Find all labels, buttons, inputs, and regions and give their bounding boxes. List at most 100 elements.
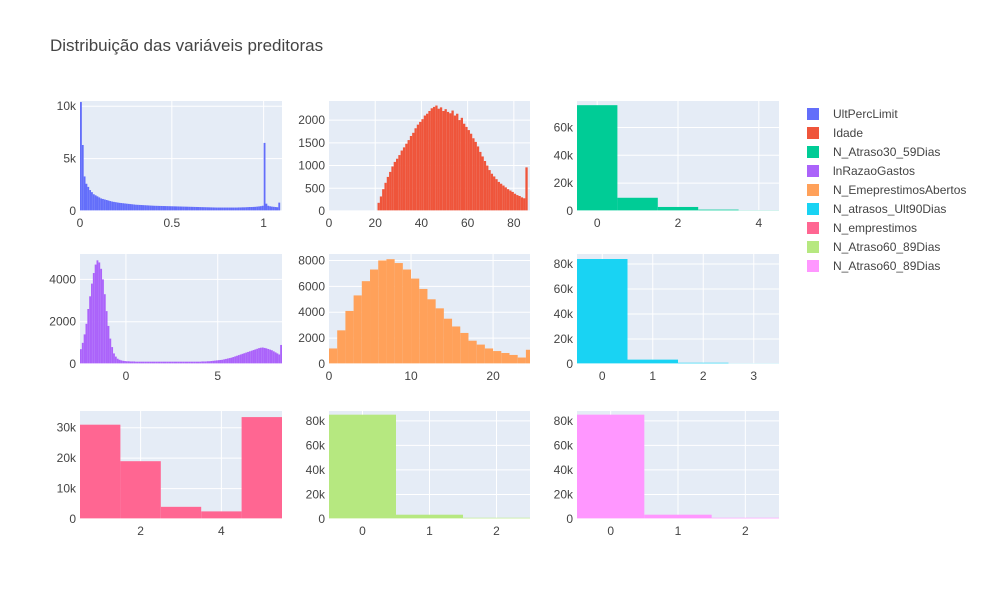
histogram-bar <box>393 161 396 211</box>
legend-label: lnRazaoGastos <box>833 164 915 178</box>
histogram-bar <box>423 115 427 211</box>
legend-label: N_Atraso30_59Dias <box>833 145 940 159</box>
histogram-bar <box>525 167 528 211</box>
y-tick-label: 0 <box>69 357 76 371</box>
y-tick-label: 6000 <box>298 279 325 293</box>
histogram-bar <box>166 206 169 211</box>
legend-item[interactable]: N_Atraso60_89Dias <box>807 259 940 273</box>
legend-item[interactable]: lnRazaoGastos <box>807 164 915 178</box>
histogram-bar <box>135 361 137 364</box>
legend-item[interactable]: N_Atraso60_89Dias <box>807 240 940 254</box>
legend-item[interactable]: N_EmeprestimosAbertos <box>807 183 966 197</box>
histogram-bar <box>379 196 383 211</box>
histogram-bar <box>129 204 132 211</box>
x-tick-label: 0 <box>607 524 614 538</box>
y-tick-label: 0 <box>566 357 573 371</box>
histogram-bar <box>102 198 104 211</box>
histogram-bar <box>149 361 152 364</box>
histogram-bar <box>116 202 119 211</box>
x-tick-label: 1 <box>675 524 682 538</box>
histogram-bar <box>237 355 240 364</box>
histogram-bar <box>409 136 413 211</box>
histogram-bar <box>219 207 222 211</box>
histogram-bar <box>102 279 104 364</box>
histogram-bar <box>188 206 191 211</box>
legend-label: Idade <box>833 126 863 140</box>
histogram-bar <box>370 269 379 364</box>
histogram-bar <box>223 359 226 364</box>
histogram-bar <box>208 207 211 211</box>
histogram-bar <box>181 361 183 364</box>
x-tick-label: 4 <box>755 216 762 230</box>
histogram-bar <box>243 353 246 364</box>
x-tick-label: 3 <box>750 369 757 383</box>
legend: UltPercLimit Idade N_Atraso30_59Dias lnRaza… <box>807 107 966 273</box>
histogram-bar <box>432 106 436 211</box>
histogram-bar <box>269 206 271 211</box>
histogram-bar <box>241 417 282 519</box>
histogram-bar <box>160 205 163 211</box>
histogram-bar <box>175 206 178 211</box>
histogram-bar <box>276 353 279 364</box>
x-tick-label: 10 <box>404 369 418 383</box>
histogram-bar <box>136 204 139 211</box>
histogram-bar <box>272 206 275 211</box>
histogram-bar <box>107 200 110 211</box>
legend-item[interactable]: Idade <box>807 126 863 140</box>
legend-item[interactable]: UltPercLimit <box>807 107 898 121</box>
x-tick-label: 0 <box>326 216 333 230</box>
y-tick-label: 80k <box>554 414 574 428</box>
histogram-bar <box>96 260 99 364</box>
histogram-bar <box>122 203 125 211</box>
histogram-bar <box>501 353 510 364</box>
histogram-bar <box>493 176 496 211</box>
histogram-bar <box>147 361 150 364</box>
histogram-bar <box>353 295 362 364</box>
legend-item[interactable]: N_atrasos_Ult90Dias <box>807 202 946 216</box>
legend-item[interactable]: N_emprestimos <box>807 221 917 235</box>
histogram-bar <box>162 361 165 364</box>
histogram-bar <box>177 206 180 211</box>
histogram-bar <box>177 361 180 364</box>
histogram-bar <box>151 205 154 211</box>
histogram-bar <box>118 202 121 211</box>
histogram-bar <box>458 120 461 211</box>
y-tick-label: 4000 <box>49 272 76 286</box>
histogram-bar <box>678 362 729 364</box>
legend-swatch <box>807 222 819 234</box>
y-tick-label: 20k <box>554 332 574 346</box>
histogram-bar <box>120 203 123 211</box>
legend-swatch <box>807 108 819 120</box>
histogram-bar <box>146 205 148 211</box>
histogram-bar <box>114 202 117 211</box>
y-tick-label: 2000 <box>298 113 325 127</box>
y-tick-label: 0 <box>318 204 325 218</box>
histogram-bar <box>239 207 242 211</box>
histogram-bar <box>223 207 226 211</box>
histogram-bar <box>179 361 181 364</box>
histogram-bar <box>276 207 279 211</box>
histogram-bar <box>396 514 463 519</box>
x-tick-label: 0 <box>594 216 601 230</box>
histogram-bar <box>118 359 121 364</box>
bars <box>329 414 530 519</box>
histogram-bar <box>195 361 198 364</box>
histogram-bar <box>100 268 103 364</box>
histogram-bar <box>212 207 215 211</box>
histogram-bar <box>241 207 244 211</box>
histogram-bar <box>105 200 108 211</box>
histogram-bar <box>169 206 172 211</box>
histogram-bar <box>337 330 346 364</box>
histogram-bar <box>377 202 380 211</box>
histogram-panel: 0 500 1000 1500 2000 0 20 40 60 80 <box>298 101 530 230</box>
x-tick-label: 0 <box>77 216 84 230</box>
histogram-bar <box>451 110 454 211</box>
legend-item[interactable]: N_Atraso30_59Dias <box>807 145 940 159</box>
chart-title: Distribuição das variáveis preditoras <box>50 36 323 55</box>
histogram-bar <box>217 360 220 364</box>
histogram-bar <box>428 111 431 211</box>
y-tick-label: 2000 <box>49 315 76 329</box>
histogram-bar <box>270 350 273 364</box>
histogram-bar <box>195 206 198 211</box>
